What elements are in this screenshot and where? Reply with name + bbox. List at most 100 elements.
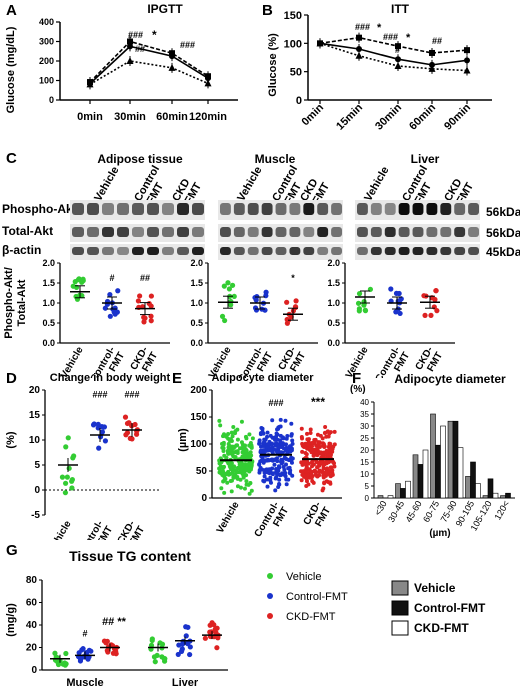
histogram-bar: [470, 461, 476, 499]
panel-label-d: D: [6, 370, 17, 387]
histogram-ytick-label: 10: [360, 470, 369, 479]
blot-band: [289, 247, 301, 255]
blot-label-actin: β-actin: [2, 243, 42, 257]
akt-ytick-label: 0.5: [327, 318, 340, 328]
adipocyte-point: [284, 462, 289, 467]
adipocyte-point: [257, 462, 262, 467]
adipocyte-point: [219, 460, 224, 465]
adipocyte-point: [329, 473, 334, 478]
ipgtt-chart: Glucose (mg/dL) 0 100 200 300 400 0min 30min 6…: [5, 17, 238, 123]
blot-band: [261, 203, 273, 215]
adipocyte-point: [332, 429, 337, 434]
akt-point: [356, 308, 362, 314]
adipocyte-point: [232, 464, 237, 469]
adipocyte-point: [279, 444, 284, 449]
histogram-bar: [505, 492, 511, 499]
bodyweight-point: [69, 485, 75, 491]
akt-sig: #: [109, 273, 114, 283]
ipgtt-sig-30-mid: ##: [135, 44, 145, 54]
blot-band: [72, 203, 84, 215]
adipocyte-point: [324, 450, 329, 455]
adipocyte-point: [217, 418, 222, 423]
adipocyte-point: [330, 459, 335, 464]
blot-band: [117, 227, 129, 237]
akt-point: [434, 308, 440, 314]
blot-band: [275, 227, 287, 237]
tg-point: [78, 656, 84, 662]
adipocyte-point: [290, 441, 295, 446]
adipocyte-point: [303, 441, 308, 446]
adipocyte-point: [323, 424, 328, 429]
akt-point: [397, 310, 403, 317]
adipocyte-point: [268, 433, 273, 438]
blot-band: [177, 227, 189, 237]
adipocyte-xtick-label: CKD-FMT: [302, 500, 334, 533]
blot-band: [220, 227, 231, 237]
histogram-ytick-label: 15: [360, 458, 369, 467]
adipocyte-point: [263, 437, 268, 442]
adipocyte-point: [304, 465, 309, 470]
adipocyte-point: [233, 455, 238, 460]
histogram-ytick-label: 40: [360, 398, 369, 407]
blot-band: [192, 247, 204, 255]
ipgtt-ytick-label: 200: [39, 56, 54, 66]
bodyweight-point: [59, 474, 66, 480]
blot-band: [412, 247, 424, 255]
akt-point: [252, 294, 258, 301]
ipgtt-point: [168, 63, 176, 71]
ipgtt-series-line: [89, 40, 209, 83]
adipocyte-point: [217, 466, 222, 471]
itt-sig-30b: #: [395, 45, 400, 55]
adipocyte-point: [234, 449, 239, 454]
adipocyte-point: [287, 465, 292, 470]
akt-point: [356, 291, 363, 297]
akt-point: [396, 290, 402, 297]
adipocyte-point: [289, 455, 294, 460]
akt-ytick-label: 0.5: [42, 318, 55, 328]
adipocyte-point: [238, 468, 243, 473]
ipgtt-xtick-label: 0min: [77, 111, 103, 123]
adipocyte-point: [302, 445, 307, 450]
ipgtt-point: [204, 79, 212, 87]
adipocyte-point: [279, 459, 284, 464]
histogram-bar: [400, 488, 406, 499]
blot-band: [275, 203, 287, 215]
blot-band: [102, 227, 114, 237]
histogram-bar: [457, 447, 464, 499]
panel-label-c: C: [6, 150, 17, 167]
akt-point: [388, 286, 394, 292]
adipocyte-point: [315, 432, 320, 437]
legend-bar-label: CKD-FMT: [414, 621, 469, 635]
ipgtt-point: [126, 57, 134, 64]
adipocyte-point: [243, 434, 248, 439]
blot-band: [147, 203, 159, 215]
itt-sig-15: ###: [355, 22, 370, 32]
adipocyte-point: [304, 452, 309, 457]
adipocyte-point: [321, 466, 326, 471]
itt-xtick-label: 0min: [299, 101, 326, 128]
legend-dots: Vehicle Control-FMT CKD-FMT: [267, 571, 348, 623]
adipocyte-point: [220, 445, 225, 450]
histogram-bar: [430, 413, 436, 499]
panel-label-f: F: [352, 370, 362, 387]
adipocyte-point: [299, 478, 304, 483]
blot-band: [468, 227, 479, 237]
blot-band: [132, 247, 144, 255]
tg-point: [183, 624, 189, 630]
blot-band: [275, 247, 287, 255]
adipocyte-ytick-label: 0: [201, 493, 207, 504]
adipocyte-point: [305, 446, 310, 451]
adipocyte-point: [314, 443, 319, 448]
histogram-bar: [377, 495, 384, 499]
adipocyte-point: [228, 472, 233, 477]
bodyweight-point: [101, 424, 108, 430]
adipocyte-point: [244, 468, 249, 473]
bodyweight-xtick-label: CKD-FMT: [116, 519, 148, 540]
adipocyte-point: [306, 437, 311, 442]
bodyweight-point: [63, 444, 69, 450]
akt-point: [225, 280, 231, 286]
adipocyte-point: [249, 444, 254, 449]
adipocyte-point: [263, 458, 268, 463]
adipocyte-point: [323, 430, 328, 435]
adipocyte-point: [313, 472, 318, 477]
